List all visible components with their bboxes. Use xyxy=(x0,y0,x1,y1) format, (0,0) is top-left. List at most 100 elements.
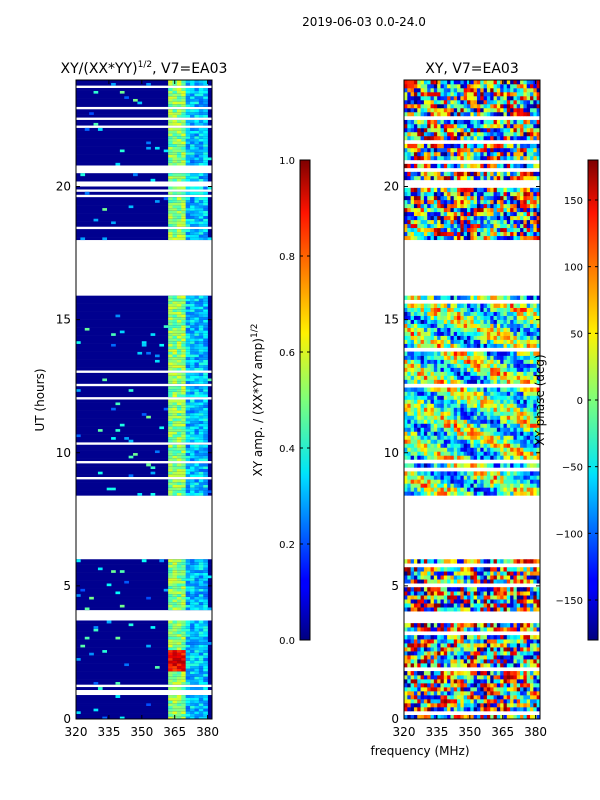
phase-cell xyxy=(460,451,465,456)
amp-cell xyxy=(198,673,204,677)
phase-cell xyxy=(506,403,511,408)
amp-cell xyxy=(198,93,204,97)
phase-cell xyxy=(476,567,481,572)
phase-cell xyxy=(506,359,511,364)
phase-cell xyxy=(486,659,491,664)
phase-cell xyxy=(506,323,511,328)
phase-cell xyxy=(533,643,537,648)
phase-cell xyxy=(410,603,415,608)
phase-cell xyxy=(516,691,521,696)
amp-cell xyxy=(154,450,160,454)
phase-cell xyxy=(413,671,418,676)
phase-cell xyxy=(470,387,474,392)
amp-cell xyxy=(168,300,173,304)
phase-cell xyxy=(417,607,421,612)
phase-cell xyxy=(467,407,471,412)
phase-cell xyxy=(453,367,458,372)
phase-cell xyxy=(423,675,428,680)
amp-cell xyxy=(203,133,208,137)
amp-cell xyxy=(194,484,200,488)
amp-cell xyxy=(181,223,186,227)
phase-cell xyxy=(506,379,511,384)
phase-cell xyxy=(463,643,468,648)
phase-cell xyxy=(407,435,411,440)
phase-cell xyxy=(417,331,421,336)
phase-cell xyxy=(536,491,540,496)
phase-cell xyxy=(493,435,498,440)
phase-cell xyxy=(530,559,534,564)
amp-row-background xyxy=(76,583,212,587)
phase-cell xyxy=(526,627,531,632)
phase-cell xyxy=(533,423,537,428)
phase-cell xyxy=(476,707,481,712)
phase-cell xyxy=(407,591,411,596)
phase-cell xyxy=(457,411,461,416)
phase-cell xyxy=(506,427,511,432)
phase-cell xyxy=(483,351,488,356)
amp-cell xyxy=(203,711,208,714)
amp-cell xyxy=(198,668,204,672)
amp-cell xyxy=(190,133,195,137)
phase-cell xyxy=(430,447,435,452)
phase-cell xyxy=(493,487,498,492)
amp-cell xyxy=(194,713,200,717)
phase-cell xyxy=(526,575,531,580)
amp-row-background xyxy=(76,138,212,142)
amp-cell xyxy=(124,663,129,667)
amp-cell xyxy=(172,295,178,299)
y-tick-label: 0 xyxy=(63,712,71,726)
phase-cell xyxy=(453,439,458,444)
amp-cell xyxy=(168,484,173,488)
phase-cell xyxy=(493,659,498,664)
phase-cell xyxy=(523,435,528,440)
amp-cell xyxy=(172,178,178,182)
phase-cell xyxy=(480,355,484,360)
amp-row-background xyxy=(76,431,212,435)
phase-cell xyxy=(467,655,471,660)
phase-cell xyxy=(410,447,415,452)
phase-cell xyxy=(460,675,465,680)
phase-cell xyxy=(453,335,458,340)
amp-cell xyxy=(190,663,195,667)
amp-cell xyxy=(190,450,195,454)
phase-cell xyxy=(453,599,458,604)
amp-cell xyxy=(190,119,195,123)
amp-cell xyxy=(176,575,182,579)
amp-cell xyxy=(198,708,204,712)
phase-cell xyxy=(430,323,435,328)
phase-cell xyxy=(533,579,537,584)
amp-cell xyxy=(141,559,147,563)
amp-cell xyxy=(194,202,200,206)
phase-cell xyxy=(520,331,524,336)
phase-cell xyxy=(470,415,474,420)
phase-cell xyxy=(440,339,445,344)
amp-cell xyxy=(181,388,186,392)
phase-cell xyxy=(493,575,498,580)
phase-cell xyxy=(430,443,435,448)
phase-cell xyxy=(413,315,418,320)
amp-cell xyxy=(172,191,178,195)
phase-cell xyxy=(413,567,418,572)
phase-cell xyxy=(536,607,540,612)
amp-row-background xyxy=(76,178,212,182)
phase-cell xyxy=(470,699,474,704)
phase-cell xyxy=(447,463,451,468)
amp-cell xyxy=(181,657,186,661)
phase-cell xyxy=(433,319,438,324)
amp-cell xyxy=(176,458,182,462)
phase-cell xyxy=(496,591,501,596)
phase-cell xyxy=(440,335,445,340)
amp-cell xyxy=(207,490,212,493)
phase-cell xyxy=(480,431,484,436)
phase-cell xyxy=(430,487,435,492)
phase-cell xyxy=(536,567,540,572)
amp-cell xyxy=(172,450,178,454)
amp-cell xyxy=(181,649,186,653)
phase-cell xyxy=(510,451,514,456)
phase-cell xyxy=(440,395,445,400)
phase-cell xyxy=(457,575,461,580)
phase-cell xyxy=(407,323,411,328)
phase-cell xyxy=(470,407,474,412)
x-tick-label: 350 xyxy=(130,725,153,739)
phase-cell xyxy=(467,471,471,476)
